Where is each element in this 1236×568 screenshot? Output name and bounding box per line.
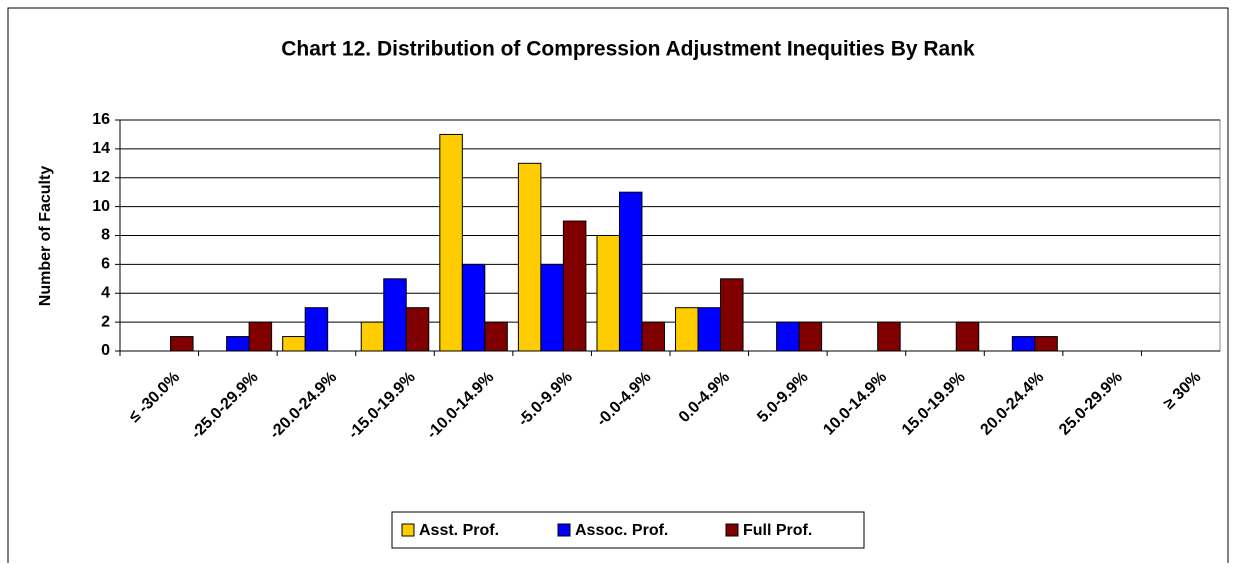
chart-title: Chart 12. Distribution of Compression Ad… <box>281 38 975 61</box>
bar <box>517 162 542 352</box>
y-tick-label: 10 <box>92 198 110 215</box>
legend-swatch <box>401 523 415 537</box>
y-tick-label: 16 <box>92 111 110 128</box>
bar <box>697 307 722 352</box>
bar <box>641 321 665 352</box>
bar <box>484 321 508 352</box>
legend-swatch <box>557 523 571 537</box>
bar <box>405 307 430 352</box>
legend-label: Assoc. Prof. <box>575 522 668 539</box>
legend-box <box>391 511 865 549</box>
bar <box>720 278 744 352</box>
bar <box>226 336 250 352</box>
bar <box>248 321 273 352</box>
legend-label: Asst. Prof. <box>419 522 499 539</box>
y-tick-label: 12 <box>92 169 110 186</box>
y-tick-label: 6 <box>101 256 110 273</box>
bar <box>439 133 463 352</box>
y-tick-label: 0 <box>101 342 110 359</box>
bar <box>304 307 329 352</box>
bar <box>877 321 901 352</box>
bar <box>540 263 564 352</box>
bar <box>282 336 306 352</box>
bar <box>955 321 980 352</box>
legend-label: Full Prof. <box>743 522 812 539</box>
y-axis-label: Number of Faculty <box>37 166 54 307</box>
bar <box>618 191 643 352</box>
legend-swatch <box>725 523 739 537</box>
bar <box>798 321 823 352</box>
bar <box>776 321 800 352</box>
y-tick-label: 8 <box>101 227 110 244</box>
bar <box>596 235 620 352</box>
bar <box>360 321 385 352</box>
bar <box>1034 336 1058 352</box>
y-tick-label: 4 <box>101 284 110 301</box>
bar <box>562 220 587 352</box>
bar <box>675 307 699 352</box>
bar <box>1011 336 1036 352</box>
bar <box>170 336 194 352</box>
bar <box>461 263 486 352</box>
y-tick-label: 2 <box>101 313 110 330</box>
bar <box>383 278 407 352</box>
y-tick-label: 14 <box>92 140 110 157</box>
